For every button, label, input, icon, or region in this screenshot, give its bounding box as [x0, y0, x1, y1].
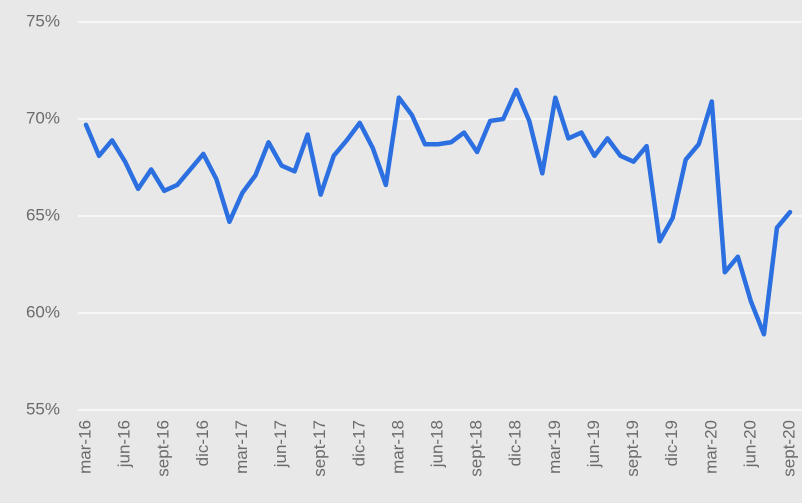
x-tick-label: jun-17 [271, 420, 290, 468]
x-tick-label: dic-18 [506, 420, 525, 466]
x-tick-label: mar-18 [388, 420, 407, 474]
x-tick-label: jun-19 [584, 420, 603, 468]
x-tick-label: jun-16 [115, 420, 134, 468]
y-tick-label: 70% [26, 108, 60, 127]
x-tick-label: sept-18 [467, 420, 486, 477]
x-tick-label: sept-17 [310, 420, 329, 477]
x-tick-label: jun-18 [427, 420, 446, 468]
x-tick-label: jun-20 [740, 420, 759, 468]
x-tick-label: dic-17 [349, 420, 368, 466]
y-tick-label: 75% [26, 11, 60, 30]
y-tick-label: 60% [26, 302, 60, 321]
x-tick-label: mar-19 [545, 420, 564, 474]
x-tick-label: sept-20 [779, 420, 798, 477]
x-tick-label: sept-19 [623, 420, 642, 477]
data-line [83, 87, 793, 337]
x-tick-label: mar-20 [701, 420, 720, 474]
y-tick-label: 65% [26, 205, 60, 224]
y-tick-label: 55% [26, 399, 60, 418]
x-tick-label: mar-16 [75, 420, 94, 474]
x-tick-label: dic-16 [193, 420, 212, 466]
x-tick-label: sept-16 [154, 420, 173, 477]
x-tick-label: mar-17 [232, 420, 251, 474]
x-tick-label: dic-19 [662, 420, 681, 466]
